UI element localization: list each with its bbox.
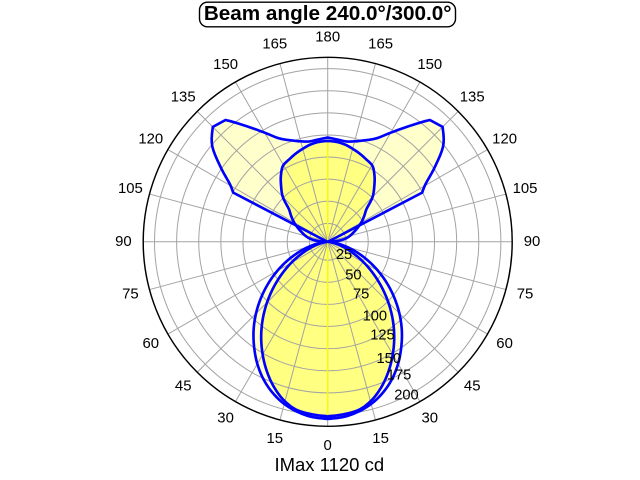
svg-text:125: 125 bbox=[370, 328, 395, 344]
svg-text:60: 60 bbox=[496, 336, 513, 352]
svg-text:Beam angle 240.0°/300.0°: Beam angle 240.0°/300.0° bbox=[204, 2, 452, 25]
svg-text:30: 30 bbox=[422, 411, 439, 427]
svg-text:75: 75 bbox=[353, 287, 369, 303]
svg-text:175: 175 bbox=[387, 368, 412, 384]
svg-text:120: 120 bbox=[492, 132, 517, 148]
svg-text:75: 75 bbox=[122, 287, 139, 303]
svg-text:150: 150 bbox=[377, 351, 402, 367]
svg-text:45: 45 bbox=[175, 378, 192, 394]
svg-text:IMax 1120 cd: IMax 1120 cd bbox=[274, 454, 384, 475]
svg-text:105: 105 bbox=[513, 181, 538, 197]
svg-text:150: 150 bbox=[213, 57, 238, 73]
svg-text:15: 15 bbox=[372, 431, 389, 447]
svg-text:120: 120 bbox=[138, 132, 163, 148]
svg-text:30: 30 bbox=[217, 411, 234, 427]
svg-text:150: 150 bbox=[417, 57, 442, 73]
svg-text:135: 135 bbox=[171, 89, 196, 105]
svg-text:90: 90 bbox=[115, 234, 132, 250]
svg-text:25: 25 bbox=[336, 247, 352, 263]
svg-text:200: 200 bbox=[394, 387, 419, 403]
svg-text:15: 15 bbox=[267, 431, 284, 447]
svg-text:0: 0 bbox=[324, 438, 332, 454]
svg-text:90: 90 bbox=[524, 234, 541, 250]
svg-text:50: 50 bbox=[345, 268, 361, 284]
svg-text:180: 180 bbox=[315, 30, 340, 46]
svg-text:100: 100 bbox=[363, 309, 388, 325]
svg-text:135: 135 bbox=[460, 89, 485, 105]
svg-text:165: 165 bbox=[368, 37, 393, 53]
svg-text:165: 165 bbox=[262, 37, 287, 53]
svg-text:75: 75 bbox=[517, 287, 534, 303]
svg-text:45: 45 bbox=[464, 378, 481, 394]
svg-text:60: 60 bbox=[143, 336, 160, 352]
svg-text:105: 105 bbox=[118, 181, 143, 197]
